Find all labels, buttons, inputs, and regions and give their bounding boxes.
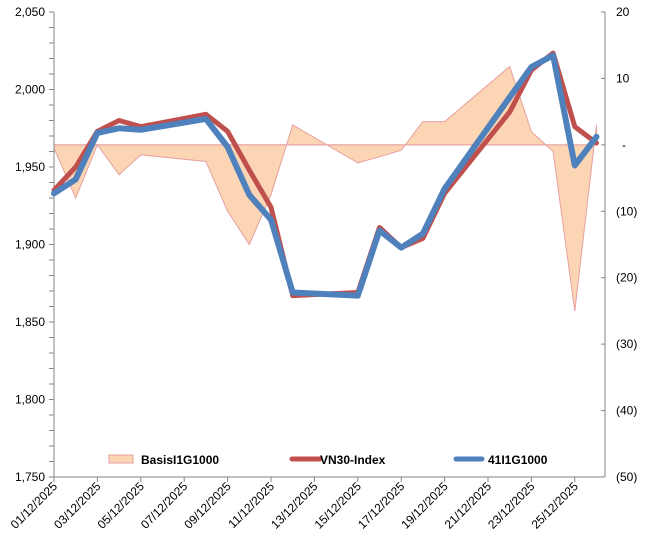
left-axis-tick-label: 1,850 xyxy=(15,315,45,329)
right-axis-tick-label: 10 xyxy=(616,71,630,85)
right-axis-tick-label: (40) xyxy=(616,404,637,418)
41i1g1000-line xyxy=(51,52,600,299)
right-axis-tick-label: (10) xyxy=(616,204,637,218)
left-axis-tick-label: 1,900 xyxy=(15,238,45,252)
x-axis-tick-label: 25/12/2025 xyxy=(529,479,582,532)
basis-area-layer xyxy=(53,65,597,311)
left-axis-tick-label: 2,050 xyxy=(15,5,45,19)
right-axis-tick-label: 20 xyxy=(616,5,630,19)
right-axis-tick-label: (50) xyxy=(616,470,637,484)
legend-label-vn30: VN30-Index xyxy=(320,453,386,467)
left-axis-tick-label: 1,800 xyxy=(15,393,45,407)
x-axis-tick-label: 09/12/2025 xyxy=(181,479,234,532)
right-axis-tick-label: (20) xyxy=(616,271,637,285)
legend-label-basis: BasisI1G1000 xyxy=(141,453,219,467)
right-axis-tick-label: - xyxy=(622,138,626,152)
legend-swatch-basis xyxy=(108,454,134,464)
legend: BasisI1G1000 VN30-Index 41I1G1000 xyxy=(108,453,548,467)
legend-label-41i1g1000: 41I1G1000 xyxy=(488,453,548,467)
right-axis-tick-label: (30) xyxy=(616,337,637,351)
left-axis-tick-label: 2,000 xyxy=(15,83,45,97)
left-axis-tick-label: 1,950 xyxy=(15,160,45,174)
left-axis-tick-label: 1,750 xyxy=(15,470,45,484)
lines-layer xyxy=(51,50,600,299)
basis-area xyxy=(53,65,597,311)
